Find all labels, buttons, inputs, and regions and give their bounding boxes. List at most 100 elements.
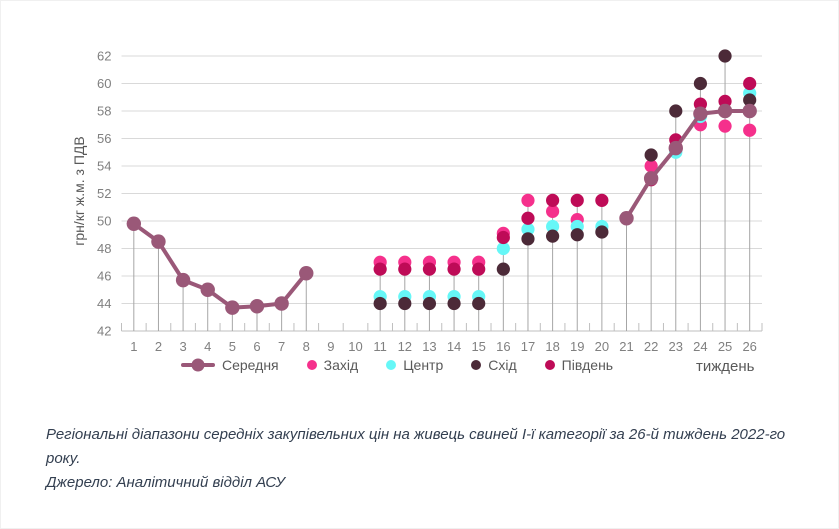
data-point-serednia <box>742 103 757 119</box>
legend-label-serednia: Середня <box>222 357 279 373</box>
data-point-skhid <box>472 296 486 311</box>
y-tick-label: 54 <box>97 159 111 174</box>
data-point-skhid <box>447 296 461 311</box>
data-point-pivden <box>398 262 412 276</box>
x-tick-label: 23 <box>669 339 683 354</box>
data-point-skhid <box>693 76 708 91</box>
data-point-tsentr <box>521 222 535 236</box>
legend-item-zakhid: Захід <box>306 357 359 373</box>
x-tick-label: 15 <box>471 339 485 354</box>
x-tick-label: 14 <box>447 339 461 354</box>
data-point-pivden <box>570 193 584 207</box>
data-point-zakhid <box>521 193 535 207</box>
data-point-serednia <box>299 266 314 281</box>
legend-item-tsentr: Центр <box>386 357 443 373</box>
data-point-serednia <box>175 272 191 288</box>
legend-label-zakhid: Захід <box>323 357 359 373</box>
data-point-serednia <box>693 106 708 121</box>
legend-label-tsentr: Центр <box>403 357 444 373</box>
x-tick-label: 26 <box>742 339 756 354</box>
data-point-skhid <box>743 93 757 107</box>
data-point-skhid <box>496 262 510 276</box>
data-point-serednia <box>643 171 659 186</box>
data-point-pivden <box>743 76 757 91</box>
x-tick-label: 4 <box>204 339 211 354</box>
data-point-zakhid <box>546 204 560 218</box>
data-point-skhid <box>422 296 437 311</box>
x-tick-label: 13 <box>422 339 436 354</box>
data-point-skhid <box>669 104 683 118</box>
data-point-serednia <box>151 234 166 249</box>
data-point-tsentr <box>496 241 510 256</box>
price-chart: 42 44 46 48 50 52 54 56 58 60 62 1 2 3 4 5 6 7 8 9 10 11 12 13 1… <box>1 1 838 401</box>
data-point-serednia <box>126 216 142 231</box>
data-point-zakhid <box>718 119 732 133</box>
legend-label-pivden: Південь <box>561 357 614 373</box>
data-point-skhid <box>595 225 609 239</box>
data-point-serednia <box>717 103 733 119</box>
data-point-pivden <box>595 193 609 207</box>
legend-label-skhid: Схід <box>488 357 517 373</box>
data-point-pivden <box>373 262 387 276</box>
dot-swatch-icon <box>544 360 555 370</box>
data-point-skhid <box>644 148 658 162</box>
data-point-skhid <box>546 229 560 243</box>
data-point-serednia <box>668 140 683 156</box>
data-point-serednia <box>200 282 215 297</box>
dot-swatch-icon <box>471 360 482 370</box>
y-tick-label: 42 <box>97 324 111 339</box>
legend-item-skhid: Схід <box>471 357 517 373</box>
x-tick-label: 19 <box>570 339 584 354</box>
x-tick-label: 1 <box>130 339 137 354</box>
data-point-skhid <box>521 232 535 246</box>
y-tick-label: 48 <box>97 241 111 256</box>
y-tick-label: 52 <box>97 186 111 201</box>
x-tick-label: 8 <box>303 339 310 354</box>
dot-swatch-icon <box>306 360 317 370</box>
data-point-pivden <box>521 211 535 225</box>
y-tick-label: 44 <box>97 296 111 311</box>
data-point-skhid <box>398 296 412 311</box>
chart-legend: Середня Захід Центр Схід Південь <box>181 357 641 373</box>
x-tick-label: 6 <box>253 339 260 354</box>
x-tick-label: 7 <box>278 339 285 354</box>
y-axis-title: грн/кг ж.м. з ПДВ <box>71 136 87 246</box>
data-point-skhid <box>718 49 732 63</box>
x-tick-label: 11 <box>373 339 387 354</box>
caption-text: Регіональні діапазони середніх закупівел… <box>46 426 786 467</box>
data-point-skhid <box>570 228 584 242</box>
y-tick-label: 58 <box>97 104 111 119</box>
legend-item-pivden: Південь <box>544 357 614 373</box>
data-point-tsentr <box>546 219 560 234</box>
line-marker-dot-icon <box>192 359 204 371</box>
y-tick-label: 56 <box>97 131 111 146</box>
data-point-pivden <box>472 262 486 276</box>
x-tick-label: 3 <box>179 339 186 354</box>
legend-item-serednia: Середня <box>181 357 279 373</box>
figure-caption: Регіональні діапазони середніх закупівел… <box>46 423 821 495</box>
y-tick-label: 50 <box>97 214 111 229</box>
x-tick-label: 16 <box>496 339 510 354</box>
data-point-serednia <box>274 296 289 311</box>
x-tick-label: 25 <box>718 339 732 354</box>
x-tick-label: 21 <box>619 339 633 354</box>
y-tick-label: 60 <box>97 76 111 91</box>
dot-swatch-icon <box>386 360 397 370</box>
y-tick-label: 62 <box>97 49 111 64</box>
x-tick-label: 24 <box>693 339 707 354</box>
data-point-pivden <box>447 262 461 276</box>
y-tick-label: 46 <box>97 269 111 284</box>
x-axis-title: тиждень <box>696 358 755 375</box>
x-tick-label: 18 <box>545 339 559 354</box>
x-tick-label: 22 <box>644 339 658 354</box>
data-point-pivden <box>496 230 510 245</box>
x-tick-label: 12 <box>398 339 412 354</box>
x-tick-label: 9 <box>327 339 334 354</box>
line-marker-swatch-icon <box>181 359 215 371</box>
data-point-pivden <box>422 262 437 276</box>
data-point-pivden <box>546 193 560 207</box>
data-point-serednia <box>619 211 634 226</box>
data-point-serednia <box>225 300 240 315</box>
